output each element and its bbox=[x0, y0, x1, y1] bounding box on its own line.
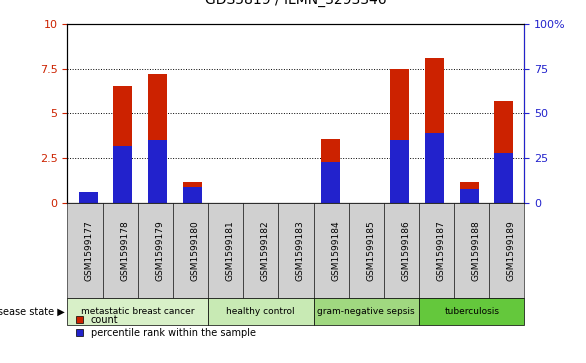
Bar bbox=[182, 182, 202, 203]
Text: GSM1599189: GSM1599189 bbox=[507, 220, 516, 281]
Bar bbox=[113, 86, 132, 203]
Text: GSM1599185: GSM1599185 bbox=[366, 220, 375, 281]
Text: GSM1599186: GSM1599186 bbox=[401, 220, 410, 281]
Bar bbox=[148, 74, 167, 203]
Text: GSM1599179: GSM1599179 bbox=[155, 220, 164, 281]
Bar bbox=[459, 189, 479, 203]
Text: GSM1599180: GSM1599180 bbox=[190, 220, 199, 281]
Bar bbox=[425, 58, 444, 203]
Legend: count, percentile rank within the sample: count, percentile rank within the sample bbox=[72, 311, 260, 342]
Text: GSM1599177: GSM1599177 bbox=[85, 220, 94, 281]
Bar bbox=[321, 162, 340, 203]
Bar bbox=[390, 69, 410, 203]
Text: GDS5819 / ILMN_3293346: GDS5819 / ILMN_3293346 bbox=[205, 0, 387, 7]
Text: healthy control: healthy control bbox=[226, 307, 295, 316]
Text: GSM1599178: GSM1599178 bbox=[120, 220, 129, 281]
Bar bbox=[79, 192, 98, 203]
Bar bbox=[182, 187, 202, 203]
Bar bbox=[390, 140, 410, 203]
Text: GSM1599187: GSM1599187 bbox=[437, 220, 445, 281]
Text: disease state ▶: disease state ▶ bbox=[0, 306, 64, 316]
Text: tuberculosis: tuberculosis bbox=[444, 307, 499, 316]
Bar bbox=[113, 146, 132, 203]
Bar bbox=[494, 153, 513, 203]
Bar bbox=[321, 139, 340, 203]
Text: metastatic breast cancer: metastatic breast cancer bbox=[81, 307, 195, 316]
Text: GSM1599183: GSM1599183 bbox=[296, 220, 305, 281]
Bar bbox=[148, 140, 167, 203]
Bar bbox=[425, 133, 444, 203]
Text: GSM1599181: GSM1599181 bbox=[226, 220, 234, 281]
Text: GSM1599188: GSM1599188 bbox=[472, 220, 481, 281]
Text: GSM1599184: GSM1599184 bbox=[331, 220, 340, 281]
Text: GSM1599182: GSM1599182 bbox=[261, 220, 270, 281]
Bar bbox=[459, 182, 479, 203]
Bar bbox=[494, 101, 513, 203]
Text: gram-negative sepsis: gram-negative sepsis bbox=[318, 307, 415, 316]
